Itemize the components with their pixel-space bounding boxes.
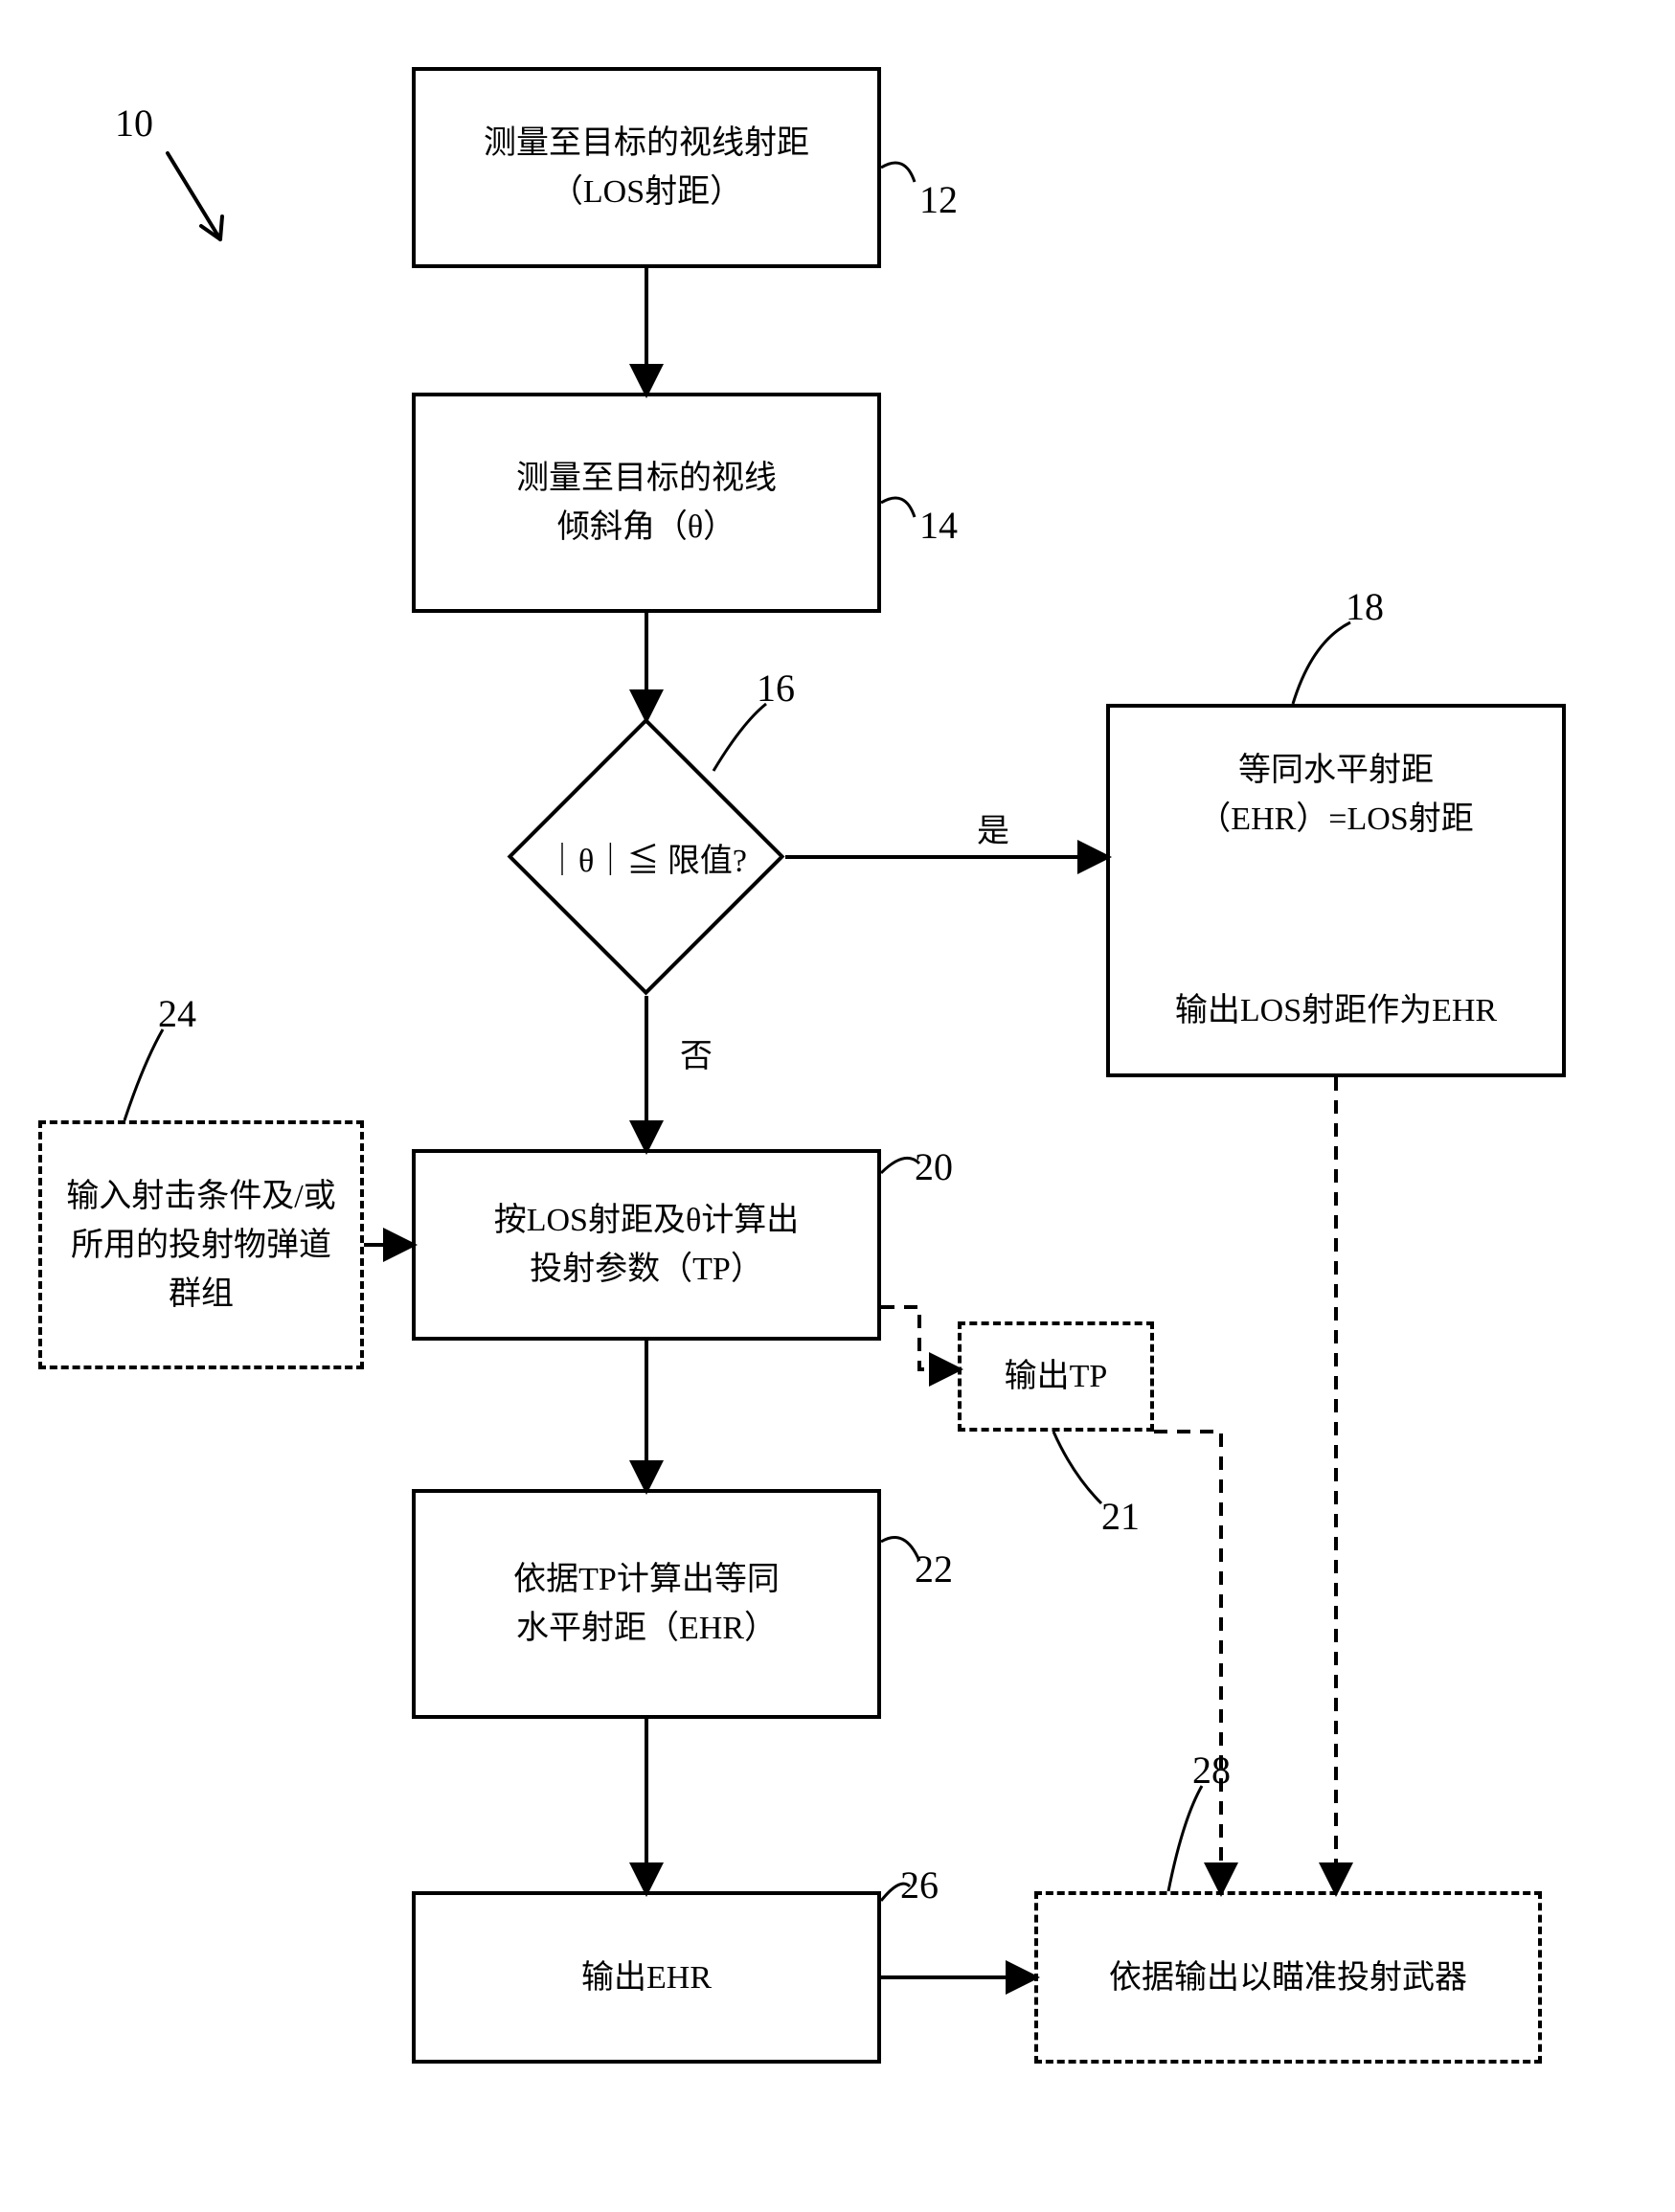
decision-theta-limit-text: ｜θ｜≦ 限值?	[508, 833, 785, 881]
ref-20: 20	[915, 1144, 953, 1189]
output-ehr: 输出EHR	[412, 1891, 881, 2064]
flowchart-canvas: 10 测量至目标的视线射距 （LOS射距） 12 测量至目标的视线 倾斜角（θ）…	[0, 0, 1675, 2212]
edge-yes-label: 是	[977, 804, 1009, 851]
process-calc-ehr-text: 依据TP计算出等同 水平射距（EHR）	[513, 1555, 780, 1653]
ref-28: 28	[1192, 1748, 1231, 1793]
output-ehr-text: 输出EHR	[581, 1953, 712, 2002]
aim-weapon-text: 依据输出以瞄准投射武器	[1109, 1953, 1467, 2002]
process-ehr-equals-los-line2: 输出LOS射距作为EHR	[1175, 986, 1497, 1035]
ref-22: 22	[915, 1546, 953, 1591]
ref-14: 14	[919, 503, 958, 548]
output-tp: 输出TP	[958, 1321, 1154, 1432]
input-conditions-text: 输入射击条件及/或 所用的投射物弹道 群组	[66, 1172, 335, 1319]
figure-number: 10	[115, 101, 153, 146]
process-measure-los-text: 测量至目标的视线射距 （LOS射距）	[484, 119, 809, 216]
output-tp-text: 输出TP	[1005, 1352, 1108, 1401]
ref-26: 26	[900, 1862, 939, 1907]
ref-21: 21	[1101, 1494, 1140, 1539]
aim-weapon: 依据输出以瞄准投射武器	[1034, 1891, 1542, 2064]
ref-12: 12	[919, 177, 958, 222]
process-ehr-equals-los: 等同水平射距 （EHR）=LOS射距 输出LOS射距作为EHR	[1106, 704, 1566, 1077]
figure-arrow-icon	[0, 0, 1675, 2212]
ref-16: 16	[757, 666, 795, 711]
process-calc-ehr: 依据TP计算出等同 水平射距（EHR）	[412, 1489, 881, 1719]
ref-18: 18	[1346, 584, 1384, 629]
process-measure-angle: 测量至目标的视线 倾斜角（θ）	[412, 393, 881, 613]
input-conditions: 输入射击条件及/或 所用的投射物弹道 群组	[38, 1120, 364, 1369]
process-calc-tp: 按LOS射距及θ计算出 投射参数（TP）	[412, 1149, 881, 1341]
process-ehr-equals-los-line1: 等同水平射距 （EHR）=LOS射距	[1198, 746, 1473, 844]
process-measure-los: 测量至目标的视线射距 （LOS射距）	[412, 67, 881, 268]
process-calc-tp-text: 按LOS射距及θ计算出 投射参数（TP）	[494, 1196, 800, 1294]
edge-no-label: 否	[680, 1029, 713, 1076]
connectors	[0, 0, 1675, 2212]
process-measure-angle-text: 测量至目标的视线 倾斜角（θ）	[516, 454, 777, 552]
ref-24: 24	[158, 991, 196, 1036]
